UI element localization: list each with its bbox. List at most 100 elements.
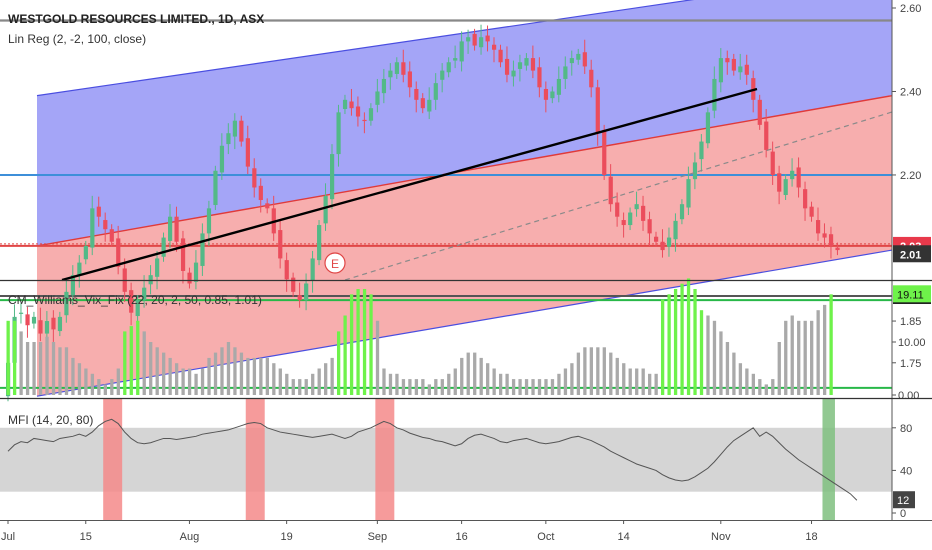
candle (51, 317, 56, 330)
candle (193, 262, 199, 282)
candle (278, 230, 283, 259)
candle (764, 121, 769, 150)
mfi-tick-label: 0 (900, 508, 906, 520)
vix-bar (272, 363, 276, 395)
vix-bar (537, 379, 542, 395)
candle (31, 316, 37, 324)
candle (90, 208, 95, 248)
candle (466, 37, 471, 42)
candle (116, 238, 121, 267)
candle (252, 168, 257, 188)
vix-bar (38, 342, 43, 395)
channel-top-line (36, 0, 695, 97)
candle (83, 245, 88, 260)
candle (57, 316, 63, 332)
candle (686, 179, 691, 208)
vix-bar (64, 347, 69, 395)
candle (608, 176, 613, 205)
vix-bar (615, 357, 619, 395)
vix-bar (589, 347, 593, 395)
vix-bar (291, 379, 295, 395)
vix-bar (336, 331, 341, 395)
mfi-band (0, 427, 892, 492)
time-tick-label: Aug (180, 531, 200, 543)
candle (595, 87, 600, 134)
vix-bar (596, 347, 600, 395)
candle (524, 58, 529, 66)
mfi-highlight (103, 398, 123, 520)
vix-bar (239, 352, 244, 395)
vix-bar (362, 289, 367, 395)
candle (744, 64, 749, 75)
vix-bar (473, 352, 477, 395)
price-tick-label: 2.20 (900, 170, 921, 182)
vix-tick-label: 0.00 (898, 390, 919, 402)
candle (232, 120, 237, 137)
candle (790, 170, 795, 180)
mfi-pane (0, 398, 892, 520)
candle (796, 167, 801, 188)
candle (284, 260, 289, 280)
vix-bar (498, 373, 503, 395)
vix-bar (32, 342, 36, 395)
candle (738, 66, 743, 73)
candle (517, 62, 523, 69)
earnings-marker-label: E (331, 257, 339, 271)
vix-bar (531, 379, 535, 395)
time-tick-label: 16 (455, 531, 467, 543)
candle (148, 275, 153, 285)
vix-bar (822, 304, 827, 395)
mfi-highlight (245, 398, 265, 520)
candle (777, 173, 782, 192)
vix-bar (51, 342, 56, 395)
vix-bar (648, 373, 652, 395)
candle (349, 101, 354, 109)
vix-bar (84, 368, 88, 395)
price-channel-background (36, 0, 893, 397)
vix-last-box (893, 285, 931, 303)
candle (407, 71, 412, 88)
vix-bar (174, 363, 179, 395)
vix-bar (654, 373, 658, 395)
candle (420, 98, 425, 109)
candle (381, 78, 387, 94)
linreg-title[interactable]: Lin Reg (2, -2, 100, close) (8, 32, 147, 46)
candle (705, 112, 711, 144)
vix-bar (311, 373, 315, 395)
vix-last-label: 19.11 (897, 289, 924, 301)
vix-bar (544, 379, 548, 395)
candle (673, 220, 678, 240)
candle (161, 237, 166, 257)
candle (64, 291, 69, 316)
vix-bar (123, 331, 127, 395)
vix-bar (285, 373, 289, 395)
vix-bar (576, 352, 581, 395)
candle (543, 88, 549, 100)
vix-bar (375, 320, 380, 395)
vix-bar (738, 363, 743, 395)
candle (226, 133, 231, 145)
vix-bar (45, 336, 49, 395)
vix-bar (181, 368, 185, 395)
vix-bar (19, 331, 23, 395)
price-tick-label: 2.60 (900, 3, 921, 15)
trend-lines: E (61, 87, 893, 282)
candle (615, 202, 620, 217)
vix-bar (97, 379, 101, 395)
time-tick-label: 15 (80, 531, 92, 543)
vix-fix-bars (6, 278, 833, 395)
candle (660, 241, 665, 251)
vix-axis: 10.00 0.00 19.11 (892, 285, 931, 402)
vix-bar (103, 384, 107, 395)
mfi-title[interactable]: MFI (14, 20, 80) (8, 413, 94, 427)
candle (25, 314, 30, 326)
vix-bar (602, 347, 606, 395)
candle (725, 58, 730, 63)
vix-bar (816, 310, 820, 395)
vix-bar (395, 373, 399, 395)
vix-bar (388, 373, 393, 395)
candle (103, 220, 108, 230)
candle (200, 233, 205, 266)
vix-title[interactable]: CM_Williams_Vix_Fix (22, 20, 2, 50, 0.85… (8, 293, 262, 307)
vix-bar (278, 368, 282, 395)
